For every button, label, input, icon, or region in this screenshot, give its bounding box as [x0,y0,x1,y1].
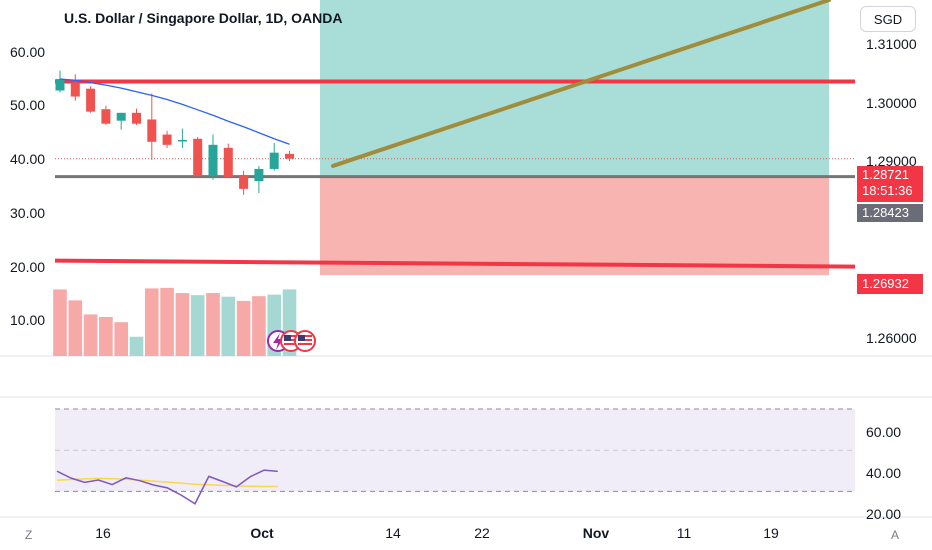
candle [254,165,264,194]
chart-title: U.S. Dollar / Singapore Dollar, 1D, OAND… [64,10,343,26]
right-axis-tick: 1.30000 [866,95,917,111]
last-price-tag[interactable]: 1.28721 18:51:36 [857,166,923,202]
time-axis-tick: 14 [385,525,401,541]
left-axis: 60.00 50.00 40.00 30.00 20.00 10.00 [10,44,45,328]
time-axis-tick: Oct [250,525,274,541]
volume-bar [160,287,174,356]
volume-bar [83,314,98,356]
volume-bar [206,293,220,356]
rsi-line [56,469,278,505]
volume-bar [114,322,128,356]
rsi-axis-tick: 60.00 [866,424,901,440]
time-axis-tick: 16 [95,525,111,541]
candle-body [116,112,126,121]
left-axis-tick: 30.00 [10,205,45,221]
candle-body [254,168,264,182]
candle [208,134,218,180]
candle [177,128,187,148]
left-axis-tick: 10.00 [10,312,45,328]
countdown-timer: 18:51:36 [862,183,913,198]
candle [223,143,233,178]
volume-bar [53,289,67,356]
candle-body [269,152,279,169]
last-price-value: 1.28721 [862,167,909,182]
left-axis-tick: 60.00 [10,44,45,60]
candle [239,170,249,195]
volume-bar [190,295,205,356]
time-axis-tick: 11 [677,525,692,541]
left-axis-tick: 40.00 [10,151,45,167]
candle-body [223,147,233,177]
candle [55,70,65,93]
moving-average-line [59,78,290,145]
volume-bar [175,293,190,356]
candle [269,143,279,171]
candle-body [101,109,111,124]
rsi-axis-tick: 20.00 [866,506,901,522]
candle [86,86,96,113]
candle [101,105,111,125]
candle-body [208,144,218,177]
right-axis-tick: 1.31000 [866,36,917,52]
candle-body [147,119,157,142]
candles [55,70,294,195]
support-line[interactable] [54,258,856,269]
candle-body [285,153,294,159]
volume-bar [221,296,236,356]
candle-body [162,134,172,145]
volume-bar [68,300,83,356]
right-axis-tick: 1.29000 [866,153,917,169]
support-price-tag[interactable]: 1.26932 [857,274,923,294]
candle-body [239,174,249,189]
auto-scale-right-button[interactable]: A [891,528,900,542]
time-axis[interactable]: 16 Oct 14 22 Nov 11 19 [95,525,779,541]
right-axis-tick: 1.26000 [866,330,917,346]
rsi-axis[interactable]: 60.00 40.00 20.00 [866,424,901,522]
time-axis-tick: Nov [583,525,610,541]
candle [285,150,294,162]
candle [70,74,80,101]
time-axis-tick: 22 [474,525,490,541]
auto-scale-left-button[interactable]: Z [25,528,33,542]
candle [193,136,203,177]
volume-bars [53,287,297,356]
volume-bar [252,296,266,356]
volume-bar [99,317,113,356]
candle-body [132,112,141,124]
candle [132,108,141,125]
time-axis-tick: 19 [763,525,779,541]
left-axis-tick: 20.00 [10,259,45,275]
candle-body [70,82,80,97]
candle [116,112,126,130]
trend-line[interactable] [331,0,831,168]
candle-body [193,138,203,177]
candle-body [55,79,65,91]
candle-body [177,139,187,142]
volume-bar [236,300,251,356]
currency-button[interactable]: SGD [860,6,916,32]
candle [147,93,157,160]
stop-zone[interactable] [320,176,829,276]
rsi-axis-tick: 40.00 [866,465,901,481]
rsi-ma-line [56,477,278,488]
left-axis-tick: 50.00 [10,97,45,113]
volume-bar [129,336,144,356]
right-axis[interactable]: 1.31000 1.30000 1.29000 1.26000 [866,36,917,346]
us-flag-icon[interactable] [294,330,316,352]
entry-price-tag[interactable]: 1.28423 [857,204,923,222]
candle [162,130,172,148]
candle-body [86,88,96,112]
volume-bar [145,288,159,356]
